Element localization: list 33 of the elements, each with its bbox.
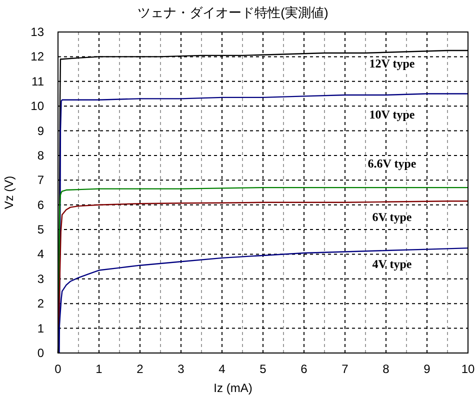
y-tick-label: 2	[37, 296, 44, 311]
y-tick-label: 13	[30, 25, 44, 39]
x-tick-label: 7	[342, 362, 349, 376]
y-tick-label: 1	[37, 321, 44, 336]
chart-title: ツェナ・ダイオード特性(実測値)	[138, 5, 328, 20]
x-tick-label: 6	[300, 362, 308, 376]
y-axis-title: Vz (V)	[2, 176, 16, 210]
y-tick-label: 7	[37, 173, 44, 188]
x-tick-label: 1	[96, 362, 103, 376]
y-tick-label: 5	[37, 222, 44, 237]
x-tick-label: 4	[218, 362, 226, 376]
x-tick-label: 10	[461, 362, 475, 376]
x-axis-title: Iz (mA)	[214, 381, 252, 395]
y-tick-label: 0	[37, 346, 44, 360]
x-tick-label: 2	[136, 362, 144, 376]
y-tick-label: 6	[37, 198, 44, 212]
x-tick-label: 0	[54, 362, 62, 376]
y-tick-label: 3	[37, 272, 44, 286]
x-tick-label: 3	[178, 362, 185, 376]
x-tick-label: 9	[424, 362, 431, 376]
y-tick-label: 12	[30, 50, 44, 64]
series-label: 12V type	[369, 56, 416, 71]
series-label: 6V type	[372, 210, 412, 224]
series-label: 10V type	[369, 108, 416, 122]
series-label: 6.6V type	[368, 156, 417, 171]
y-tick-label: 9	[37, 124, 44, 138]
x-tick-label: 5	[260, 362, 267, 376]
y-tick-label: 4	[37, 247, 44, 262]
y-tick-label: 11	[32, 74, 44, 88]
series-label: 4V type	[372, 257, 412, 272]
x-tick-label: 8	[382, 362, 390, 376]
y-tick-label: 10	[30, 99, 44, 114]
y-tick-label: 8	[37, 148, 44, 162]
